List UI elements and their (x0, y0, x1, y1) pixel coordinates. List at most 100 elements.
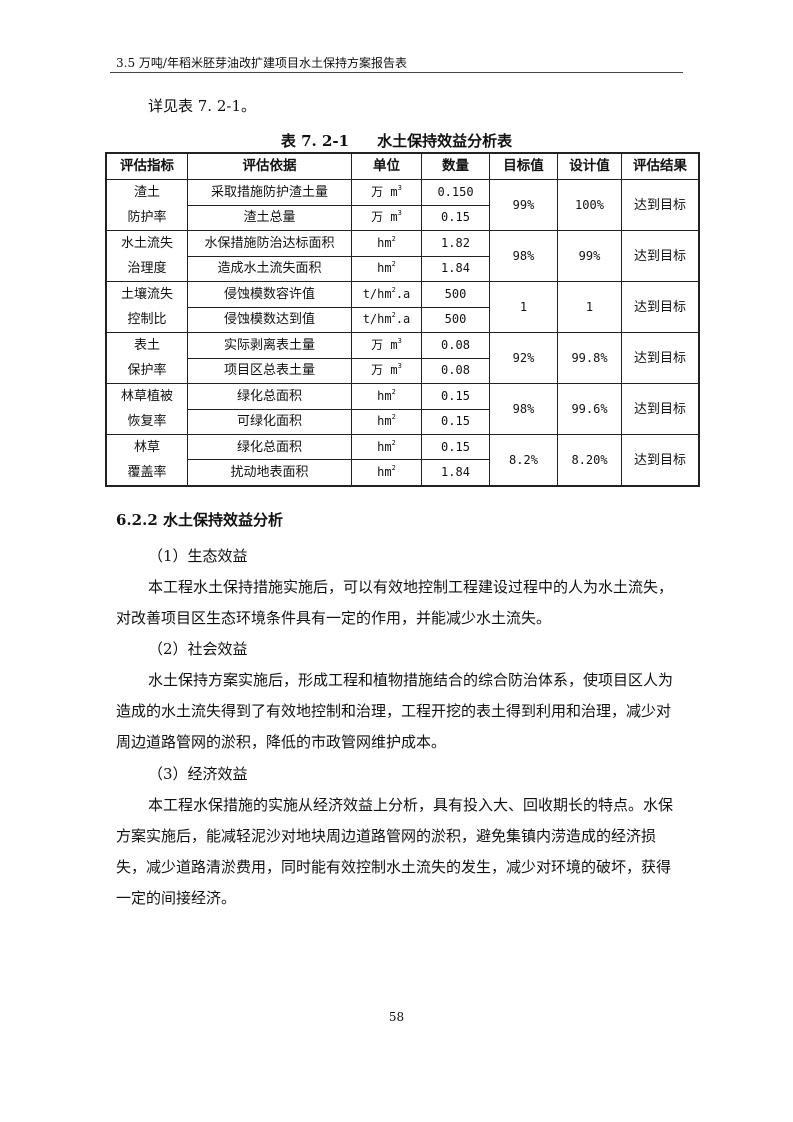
unit-exponent: 2 (391, 234, 396, 243)
unit-text: hm (377, 388, 392, 403)
quantity-cell: 0.150 (421, 179, 490, 206)
running-header: 3.5 万吨/年稻米胚芽油改扩建项目水土保持方案报告表 (116, 56, 407, 70)
unit-cell: hm2 (351, 408, 422, 435)
table-number: 表 7. 2-1 (280, 132, 350, 150)
quantity-cell: 0.08 (421, 357, 490, 384)
basis-cell: 侵蚀模数达到值 (187, 306, 352, 333)
design-value-cell: 99% (557, 230, 622, 282)
table-row: 水土流失 治理度 水保措施防治达标面积 hm2 1.82 98% 99% 达到目标 (105, 230, 700, 282)
unit-suffix: .a (395, 312, 411, 327)
basis-cell: 项目区总表土量 (187, 357, 352, 384)
target-value-cell: 99% (489, 179, 558, 231)
quantity-cell: 500 (421, 281, 490, 308)
unit-text: 万 m (371, 184, 398, 199)
column-header: 目标值 (489, 152, 558, 180)
indicator-cell: 渣土 防护率 (105, 179, 188, 231)
unit-cell: hm2 (351, 230, 422, 257)
unit-text: hm (377, 261, 392, 276)
unit-text: hm (377, 465, 392, 480)
unit-text: 万 m (371, 210, 398, 225)
table-caption: 表 7. 2-1 水土保持效益分析表 (0, 130, 793, 151)
column-header: 评估依据 (187, 152, 352, 180)
table-row: 土壤流失 控制比 侵蚀模数容许值 t/hm2.a 500 1 1 达到目标 (105, 281, 700, 333)
quantity-cell: 1.84 (421, 255, 490, 282)
unit-cell: 万 m3 (351, 357, 422, 384)
subsection-heading: （2）社会效益 (148, 640, 248, 658)
design-value-cell: 99.8% (557, 332, 622, 384)
indicator-cell: 土壤流失 控制比 (105, 281, 188, 333)
body-paragraph: 水土保持方案实施后，形成工程和植物措施结合的综合防治体系，使项目区人为造成的水土… (116, 671, 674, 751)
unit-exponent: 2 (391, 285, 396, 294)
quantity-cell: 0.15 (421, 433, 490, 461)
unit-exponent: 3 (397, 209, 402, 218)
unit-cell: hm2 (351, 459, 422, 487)
page-number: 58 (388, 1010, 405, 1024)
target-value-cell: 92% (489, 332, 558, 384)
table-row: 林草植被 恢复率 绿化总面积 hm2 0.15 98% 99.6% 达到目标 (105, 383, 700, 435)
unit-cell: 万 m3 (351, 204, 422, 231)
target-value-cell: 1 (489, 281, 558, 333)
basis-cell: 造成水土流失面积 (187, 255, 352, 282)
unit-exponent: 2 (391, 387, 396, 396)
body-paragraph: 本工程水保措施的实施从经济效益上分析，具有投入大、回收期长的特点。水保方案实施后… (116, 796, 674, 907)
unit-cell: t/hm2.a (351, 281, 422, 308)
design-value-cell: 99.6% (557, 383, 622, 435)
quantity-cell: 0.15 (421, 204, 490, 231)
design-value-cell: 8.20% (557, 434, 622, 487)
unit-text: t/hm (362, 286, 392, 301)
table-row: 林草 覆盖率 绿化总面积 hm2 0.15 8.2% 8.20% 达到目标 (105, 433, 700, 487)
design-value-cell: 1 (557, 281, 622, 333)
result-cell: 达到目标 (621, 434, 700, 487)
target-value-cell: 8.2% (489, 434, 558, 487)
column-header: 评估结果 (621, 152, 700, 180)
unit-exponent: 3 (397, 336, 402, 345)
section-heading: 6.2.2 水土保持效益分析 (116, 511, 283, 529)
basis-cell: 可绿化面积 (187, 408, 352, 435)
basis-cell: 渣土总量 (187, 204, 352, 231)
unit-text: hm (377, 439, 392, 454)
result-cell: 达到目标 (621, 230, 700, 282)
table-row: 渣土 防护率 采取措施防护渣土量万 m3 0.150 99% 100% 达到目标 (105, 179, 700, 231)
unit-cell: hm2 (351, 383, 422, 410)
quantity-cell: 500 (421, 306, 490, 333)
table-title: 水土保持效益分析表 (377, 132, 513, 150)
target-value-cell: 98% (489, 383, 558, 435)
intro-text: 详见表 7. 2-1。 (148, 97, 257, 115)
basis-cell: 水保措施防治达标面积 (187, 230, 352, 257)
basis-cell: 扰动地表面积 (187, 459, 352, 487)
unit-cell: hm2 (351, 255, 422, 282)
unit-exponent: 2 (391, 260, 396, 269)
column-header: 设计值 (557, 152, 622, 180)
basis-cell: 绿化总面积 (187, 433, 352, 461)
subsection-heading: （1）生态效益 (148, 547, 248, 565)
unit-text: 万 m (371, 363, 398, 378)
unit-exponent: 2 (391, 413, 396, 422)
result-cell: 达到目标 (621, 383, 700, 435)
column-header: 单位 (351, 152, 422, 180)
target-value-cell: 98% (489, 230, 558, 282)
basis-cell: 实际剥离表土量 (187, 332, 352, 359)
indicator-cell: 水土流失 治理度 (105, 230, 188, 282)
table-row: 扰动地表面积 hm2 1.84 (106, 459, 699, 487)
table-row: 可绿化面积 hm2 0.15 (106, 408, 699, 435)
column-header: 数量 (421, 152, 490, 180)
quantity-cell: 1.84 (421, 459, 490, 487)
result-cell: 达到目标 (621, 332, 700, 384)
basis-cell: 侵蚀模数容许值 (187, 281, 352, 308)
basis-cell: 绿化总面积 (187, 383, 352, 410)
unit-exponent: 3 (397, 183, 402, 192)
indicator-cell: 表土 保护率 (105, 332, 188, 384)
column-header: 评估指标 (105, 152, 188, 180)
unit-cell: hm2 (351, 433, 422, 461)
quantity-cell: 0.15 (421, 383, 490, 410)
unit-text: t/hm (362, 312, 392, 327)
subsection-heading: （3）经济效益 (148, 765, 248, 783)
unit-exponent: 2 (391, 311, 396, 320)
unit-text: 万 m (371, 337, 398, 352)
unit-text: hm (377, 414, 392, 429)
table-row: 渣土总量万 m3 0.15 (106, 204, 699, 231)
quantity-cell: 1.82 (421, 230, 490, 257)
unit-exponent: 2 (391, 438, 396, 447)
unit-text: hm (377, 235, 392, 250)
result-cell: 达到目标 (621, 179, 700, 231)
